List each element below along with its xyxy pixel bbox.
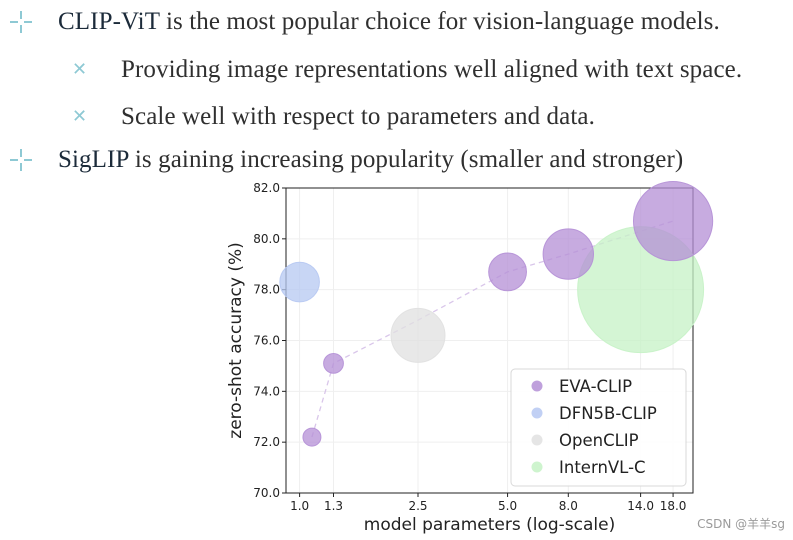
y-tick-label: 72.0 bbox=[253, 435, 280, 449]
bullet-clip-vit: CLIP-ViT is the most popular choice for … bbox=[0, 2, 720, 42]
data-point-eva-clip bbox=[323, 352, 344, 374]
legend-label: OpenCLIP bbox=[559, 431, 639, 450]
data-point-eva-clip bbox=[632, 180, 714, 262]
sub-bullet-alignment: ✕ Providing image representations well a… bbox=[0, 50, 742, 90]
legend-label: EVA-CLIP bbox=[559, 377, 632, 396]
sparkle-bullet-icon bbox=[0, 149, 58, 171]
x-bullet-icon: ✕ bbox=[72, 106, 88, 127]
data-point-openclip bbox=[390, 307, 446, 363]
bullet-rest-text: is the most popular choice for vision-la… bbox=[159, 8, 720, 35]
watermark: CSDN @羊羊sg bbox=[697, 517, 785, 531]
x-tick-label: 1.0 bbox=[290, 499, 309, 513]
x-tick-label: 14.0 bbox=[627, 499, 654, 513]
sparkle-bullet-icon bbox=[0, 11, 58, 33]
bullet-siglip: SigLIP is gaining increasing popularity … bbox=[0, 140, 683, 180]
bullet-text: CLIP-ViT is the most popular choice for … bbox=[58, 8, 720, 36]
x-tick-label: 8.0 bbox=[559, 499, 578, 513]
y-tick-label: 74.0 bbox=[253, 384, 280, 398]
x-tick-label: 5.0 bbox=[498, 499, 517, 513]
y-tick-label: 80.0 bbox=[253, 232, 280, 246]
x-bullet-icon: ✕ bbox=[72, 59, 88, 80]
x-tick-label: 2.5 bbox=[408, 499, 427, 513]
legend-box bbox=[510, 368, 687, 487]
legend-marker bbox=[531, 461, 543, 473]
sub-bullet-text: Scale well with respect to parameters an… bbox=[121, 103, 595, 130]
x-axis-label: model parameters (log-scale) bbox=[364, 515, 615, 535]
x-tick-label: 1.3 bbox=[324, 499, 343, 513]
data-point-eva-clip bbox=[542, 228, 595, 280]
data-point-eva-clip bbox=[302, 427, 322, 447]
sub-bullet-text: Providing image representations well ali… bbox=[121, 56, 743, 83]
data-point-dfn5b-clip bbox=[279, 261, 320, 303]
legend-marker bbox=[531, 380, 543, 392]
y-axis-label: zero-shot accuracy (%) bbox=[226, 242, 246, 438]
data-point-eva-clip bbox=[488, 252, 527, 292]
y-tick-label: 78.0 bbox=[253, 283, 280, 297]
x-tick-label: 18.0 bbox=[660, 499, 687, 513]
y-tick-label: 70.0 bbox=[253, 486, 280, 500]
legend-marker bbox=[531, 434, 543, 446]
y-tick-label: 76.0 bbox=[253, 334, 280, 348]
legend-label: DFN5B-CLIP bbox=[559, 404, 657, 423]
bullet-bold-term: CLIP-ViT bbox=[58, 8, 160, 35]
y-tick-label: 82.0 bbox=[253, 181, 280, 195]
sub-bullet-scaling: ✕ Scale well with respect to parameters … bbox=[0, 97, 595, 137]
legend-marker bbox=[531, 407, 543, 419]
bullet-text: SigLIP is gaining increasing popularity … bbox=[58, 146, 683, 174]
bullet-rest-text: is gaining increasing popularity (smalle… bbox=[128, 146, 684, 173]
bullet-bold-term: SigLIP bbox=[58, 146, 129, 173]
legend-label: InternVL-C bbox=[559, 458, 646, 477]
